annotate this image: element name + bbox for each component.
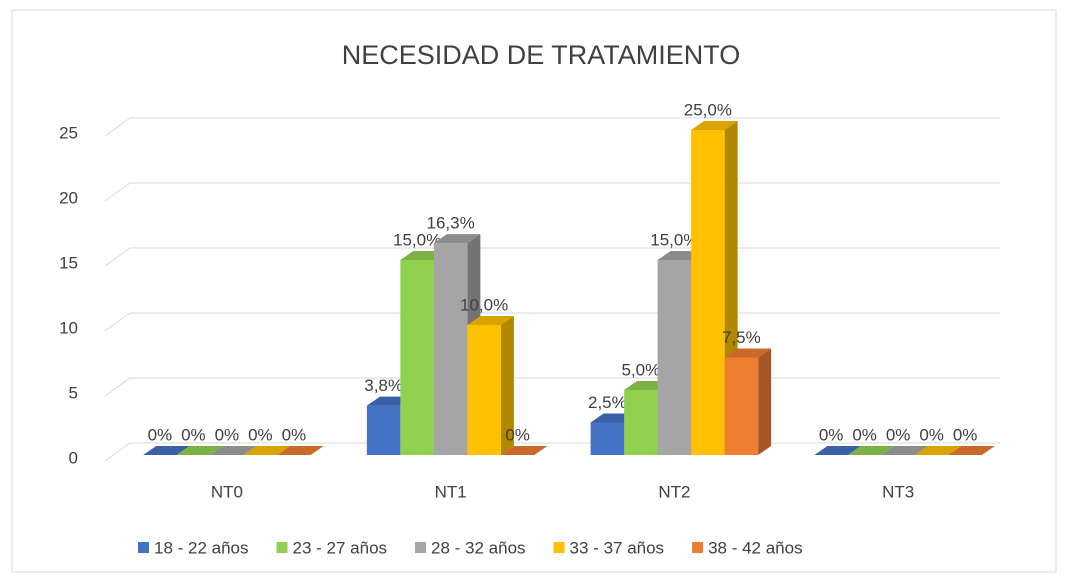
data-label: 2,5% [588, 393, 627, 412]
x-tick-label: NT1 [435, 482, 467, 501]
data-label: 0% [215, 425, 240, 444]
y-tick-label: 25 [59, 123, 78, 142]
legend-swatch [276, 542, 288, 553]
bar [400, 260, 434, 455]
bar-side [500, 316, 514, 455]
legend-swatch [692, 542, 704, 553]
bar-top [210, 446, 257, 455]
data-label: 15,0% [650, 230, 698, 249]
data-label: 10,0% [460, 295, 508, 314]
data-label: 25,0% [684, 100, 732, 119]
data-label: 0% [919, 425, 944, 444]
bar [657, 260, 692, 455]
data-label: 0% [248, 425, 273, 444]
bar-top [914, 446, 962, 455]
data-label: 0% [148, 425, 173, 444]
bar [691, 130, 725, 455]
y-tick-label: 5 [69, 383, 78, 402]
x-tick-label: NT2 [658, 482, 690, 501]
bar-top [847, 446, 895, 455]
bar [366, 405, 401, 455]
data-label: 0% [181, 425, 206, 444]
data-label: 15,0% [393, 230, 441, 249]
data-label: 0% [505, 425, 530, 444]
legend-label: 38 - 42 años [708, 538, 803, 557]
legend-label: 23 - 27 años [293, 538, 388, 557]
grid-line-side [104, 247, 131, 267]
legend-label: 28 - 32 años [431, 538, 526, 557]
bar-top [881, 446, 928, 455]
grid-line-side [104, 117, 131, 137]
bar-top [814, 446, 861, 455]
legend-label: 33 - 37 años [570, 538, 665, 557]
chart-title: NECESIDAD DE TRATAMIENTO [342, 40, 741, 70]
grid-line-side [104, 312, 131, 332]
grid-line-side [104, 442, 131, 462]
y-tick-label: 10 [59, 318, 78, 337]
bar [590, 422, 625, 455]
bar-top [243, 446, 291, 455]
bar-top [277, 446, 324, 455]
legend-label: 18 - 22 años [154, 538, 249, 557]
bar [624, 390, 658, 455]
grid-line-side [104, 182, 131, 202]
bar [724, 357, 759, 455]
y-tick-label: 15 [59, 253, 78, 272]
data-label: 0% [819, 425, 844, 444]
data-label: 0% [282, 425, 307, 444]
bar-top [948, 446, 995, 455]
bar-top [724, 348, 772, 358]
data-label: 3,8% [364, 376, 403, 395]
data-label: 0% [953, 425, 978, 444]
bar-side [758, 348, 772, 455]
data-label: 0% [852, 425, 877, 444]
bar-top [143, 446, 190, 455]
bar-top [691, 121, 738, 130]
bar [467, 325, 501, 455]
grid-line-side [104, 377, 131, 397]
legend-swatch [138, 542, 149, 553]
data-label: 7,5% [722, 328, 761, 347]
bar-top [433, 234, 481, 244]
bar-top [467, 316, 514, 325]
y-tick-label: 0 [69, 448, 78, 467]
x-tick-label: NT3 [882, 482, 914, 501]
bar-top [176, 446, 224, 455]
legend-swatch [415, 542, 427, 553]
x-tick-label: NT0 [211, 482, 243, 501]
y-tick-label: 20 [59, 188, 78, 207]
legend-swatch [553, 542, 565, 553]
bar-top [500, 446, 548, 455]
data-label: 16,3% [427, 214, 475, 233]
data-label: 5,0% [622, 360, 661, 379]
chart-frame [11, 9, 1057, 573]
bar [433, 243, 468, 455]
data-label: 0% [886, 425, 911, 444]
